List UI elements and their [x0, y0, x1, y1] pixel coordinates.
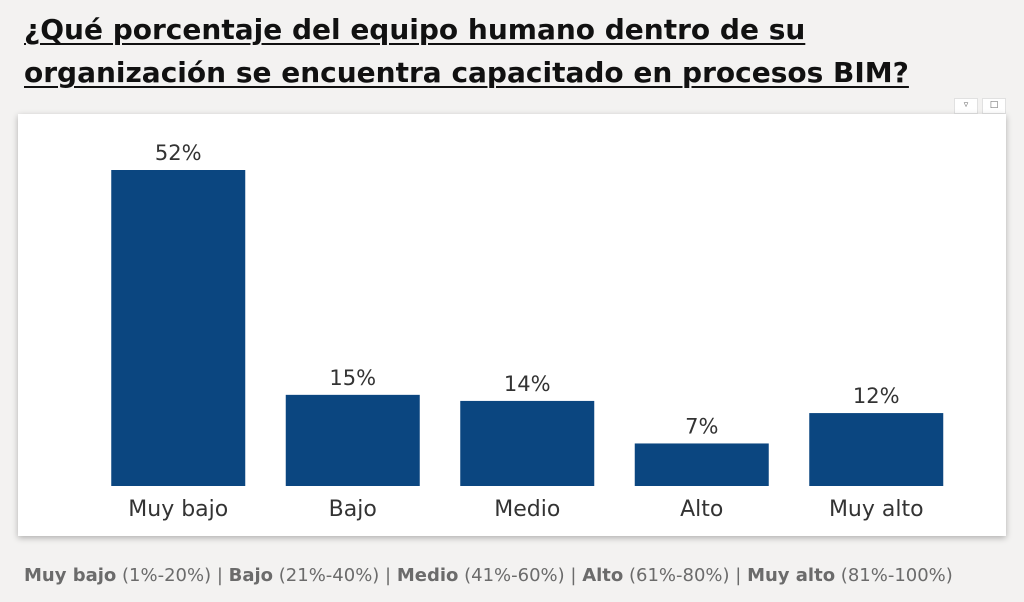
value-label: 7% — [685, 414, 718, 438]
filter-icon[interactable]: ▿ — [954, 98, 978, 114]
legend-category-range: (81%-100%) — [835, 565, 953, 586]
bar-chart: 52% Muy bajo 15% Bajo 14% Medio 7% Alto 12% Muy a… — [111, 141, 944, 522]
bar-muy-alto[interactable] — [809, 413, 944, 486]
legend-separator: | — [729, 565, 748, 586]
category-tick-label: Muy alto — [829, 497, 924, 522]
value-label: 15% — [329, 366, 376, 390]
legend-category-name: Muy alto — [747, 565, 836, 586]
legend-category-range: (1%-20%) — [116, 565, 212, 586]
bar-muy-bajo[interactable] — [111, 170, 246, 486]
value-label: 14% — [504, 372, 551, 396]
bar-bajo[interactable] — [285, 394, 420, 486]
category-tick-label: Muy bajo — [128, 497, 228, 522]
legend-category-name: Bajo — [228, 565, 274, 586]
legend-category-range: (21%-40%) — [273, 565, 380, 586]
legend-separator: | — [564, 565, 583, 586]
value-label: 12% — [853, 384, 900, 408]
focus-mode-icon[interactable]: □ — [982, 98, 1006, 114]
category-ranges-note: Muy bajo (1%-20%) | Bajo (21%-40%) | Med… — [24, 565, 1014, 586]
legend-category-name: Alto — [582, 565, 624, 586]
bar-alto[interactable] — [634, 443, 769, 486]
legend-separator: | — [379, 565, 397, 586]
category-tick-label: Bajo — [329, 497, 377, 522]
legend-category-range: (41%-60%) — [458, 565, 565, 586]
page-title-text: ¿Qué porcentaje del equipo humano dentro… — [24, 13, 909, 89]
page-title: ¿Qué porcentaje del equipo humano dentro… — [24, 8, 1004, 94]
bar-medio[interactable] — [460, 400, 595, 486]
legend-category-range: (61%-80%) — [623, 565, 730, 586]
value-label: 52% — [155, 141, 202, 165]
legend-separator: | — [211, 565, 229, 586]
category-tick-label: Medio — [494, 497, 560, 522]
category-tick-label: Alto — [680, 497, 723, 522]
legend-category-name: Medio — [396, 565, 459, 586]
chart-card: 52% Muy bajo 15% Bajo 14% Medio 7% Alto 12% Muy a… — [18, 114, 1006, 536]
visual-header: ▿ □ — [954, 98, 1006, 114]
legend-category-name: Muy bajo — [24, 565, 117, 586]
